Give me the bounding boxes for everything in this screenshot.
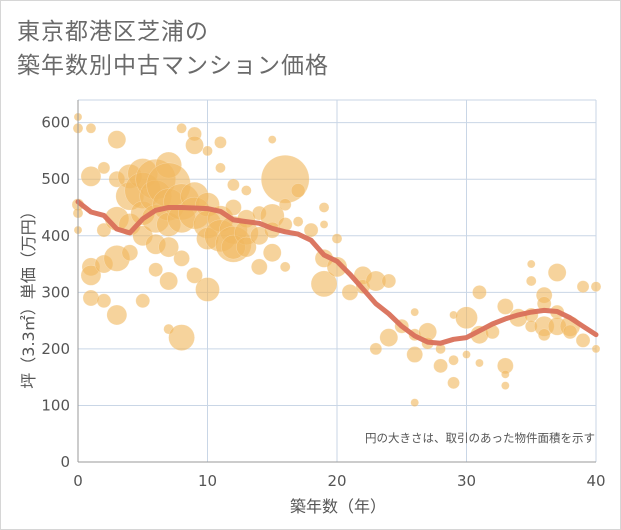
bubble-point — [80, 265, 102, 286]
bubble-point — [501, 381, 510, 390]
bubble-point — [537, 328, 551, 341]
bubble-point — [576, 280, 590, 293]
bubble-point — [455, 306, 478, 330]
bubble-point — [158, 236, 179, 258]
bubble-point — [410, 398, 419, 407]
bubble-point — [369, 342, 383, 356]
bubble-point — [135, 293, 150, 309]
bubble-point — [195, 277, 220, 302]
bubble-point — [547, 263, 567, 282]
y-tick-label: 200 — [41, 340, 70, 358]
bubble-point — [472, 285, 487, 300]
bubble-point — [82, 289, 100, 307]
bubble-point — [214, 136, 227, 149]
bubble-point — [168, 324, 195, 351]
bubble-point — [526, 275, 537, 287]
bubble-point — [326, 256, 348, 278]
bubble-series — [71, 112, 602, 407]
bubble-size-note: 円の大きさは、取引のあった物件面積を示す — [365, 431, 595, 445]
bubble-point — [106, 304, 128, 326]
bubble-point — [331, 233, 343, 244]
bubble-point — [159, 271, 178, 291]
bubble-point — [310, 270, 338, 298]
bubble-point — [186, 267, 203, 284]
grid-lines — [78, 99, 597, 462]
bubble-point — [319, 220, 329, 229]
chart-title-line2: 築年数別中古マンション価格 — [17, 53, 329, 79]
bubble-point — [410, 307, 419, 317]
trend-line — [75, 199, 599, 346]
tick-labels: 0 100 200 300 400 500 600 0 10 20 30 40 — [41, 114, 605, 490]
bubble-point — [433, 358, 448, 374]
bubble-point — [85, 123, 97, 134]
bubble-point — [292, 216, 304, 227]
bubble-point — [501, 370, 510, 379]
bubble-point — [406, 346, 423, 363]
bubble-point — [202, 145, 213, 157]
bubble-point — [590, 281, 602, 292]
bubble-point — [225, 199, 242, 216]
bubble-point — [96, 293, 112, 309]
bubble-point — [462, 350, 471, 359]
bubble-point — [148, 262, 163, 277]
bubble-point — [562, 324, 578, 340]
bubble-point — [96, 222, 112, 238]
chart-title-line1: 東京都港区芝浦の — [17, 19, 209, 45]
bubble-point — [591, 344, 601, 354]
bubble-point — [379, 328, 399, 347]
y-tick-label: 600 — [41, 114, 70, 132]
bubble-point — [80, 166, 102, 187]
x-tick-label: 0 — [73, 472, 83, 490]
bubble-point — [107, 130, 127, 149]
bubble-point — [236, 236, 257, 258]
y-tick-label: 0 — [60, 453, 70, 471]
bubble-point — [268, 135, 277, 144]
y-tick-label: 300 — [41, 283, 70, 301]
bubble-point — [318, 202, 330, 213]
bubble-point — [279, 261, 291, 273]
bubble-point — [303, 222, 319, 238]
x-axis-label: 築年数（年） — [290, 497, 386, 516]
trend-series — [75, 199, 599, 346]
bubble-point — [341, 284, 359, 301]
x-tick-label: 10 — [198, 472, 217, 490]
bubble-point — [290, 183, 306, 198]
x-tick-label: 40 — [586, 472, 605, 490]
chart-title: 東京都港区芝浦の 築年数別中古マンション価格 — [17, 15, 329, 83]
bubble-point — [278, 198, 292, 211]
bubble-point — [263, 243, 282, 262]
bubble-point — [227, 178, 240, 192]
y-tick-label: 500 — [41, 170, 70, 188]
axes — [77, 100, 596, 463]
bubble-point — [448, 354, 459, 366]
bubble-point — [173, 250, 190, 267]
y-axis-label: 坪（3.3㎡）単価（万円） — [19, 203, 38, 388]
bubble-point — [575, 333, 591, 348]
bubble-point — [447, 376, 460, 390]
y-tick-label: 100 — [41, 396, 70, 414]
bubble-point — [497, 298, 514, 315]
bubble-point — [475, 358, 484, 368]
y-tick-label: 400 — [41, 227, 70, 245]
bubble-point — [215, 162, 226, 174]
bubble-point — [176, 123, 187, 134]
bubble-point — [251, 258, 268, 276]
x-tick-label: 20 — [327, 472, 346, 490]
bubble-point — [381, 273, 397, 289]
bubble-point — [121, 244, 139, 261]
bubble-point — [527, 259, 536, 269]
bubble-point — [97, 161, 111, 175]
x-tick-label: 30 — [457, 472, 476, 490]
bubble-point — [241, 185, 252, 196]
bubble-point — [185, 136, 204, 155]
